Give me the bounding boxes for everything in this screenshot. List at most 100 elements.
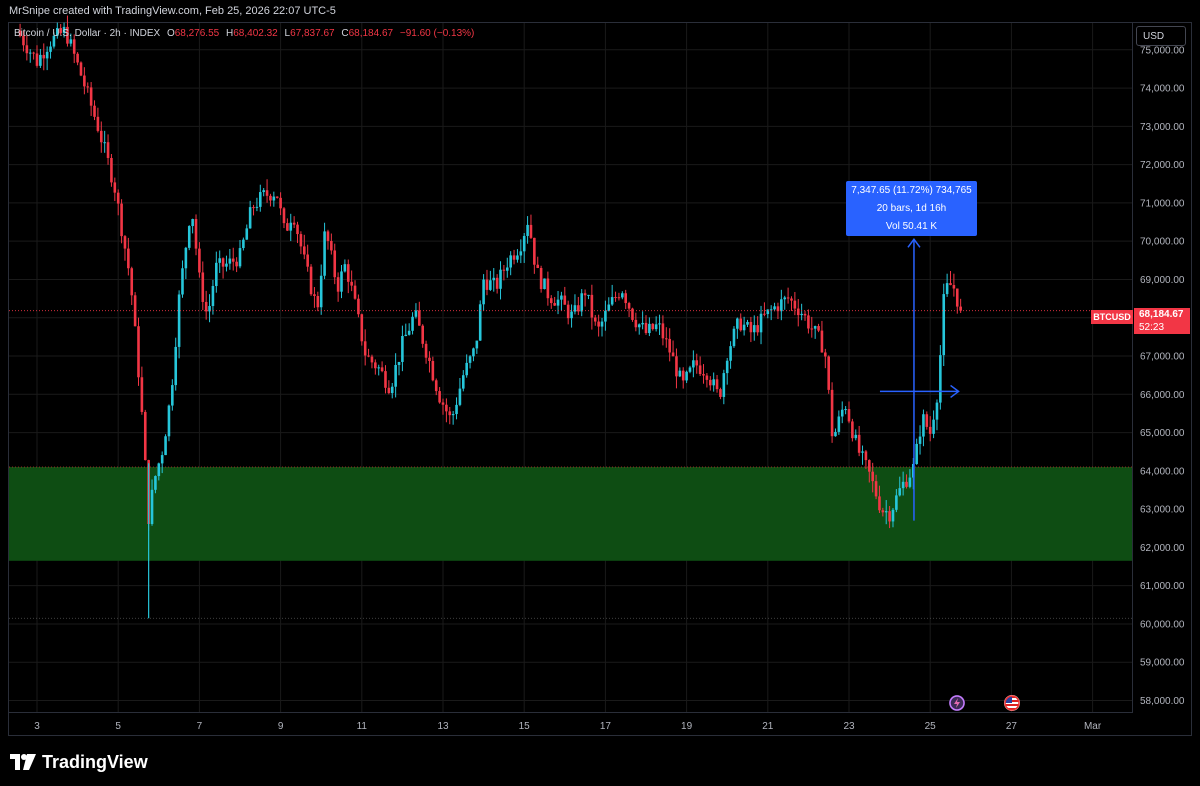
measure-line-1: 7,347.65 (11.72%) 734,765 [851, 185, 972, 196]
candle-body-123 [434, 380, 438, 392]
candle-body-121 [428, 357, 431, 361]
candle-body-23 [96, 116, 100, 131]
candle-body-273 [942, 294, 946, 356]
footer [0, 736, 1200, 786]
chart-frame[interactable] [8, 22, 1192, 736]
candle-body-101 [360, 314, 364, 342]
y-tick-label-5: 70,000.00 [1140, 237, 1185, 248]
measure-arrow-head-right [950, 384, 960, 399]
candle-body-4 [32, 52, 35, 54]
candle-body-210 [729, 346, 732, 361]
measure-arrow-head-up [907, 238, 921, 248]
candle-body-246 [851, 421, 854, 439]
y-tick-label-4: 71,000.00 [1140, 198, 1185, 209]
symbol-price-tag: BTCUSD [1091, 310, 1133, 324]
measure-line-3: Vol 50.41 K [885, 221, 938, 232]
candle-body-166 [580, 293, 584, 312]
y-tick-label-15: 60,000.00 [1140, 619, 1185, 630]
candle-body-131 [462, 375, 465, 389]
candle-body-232 [803, 313, 807, 316]
ohlc-legend: Bitcoin / U.S. Dollar · 2h · INDEX O68,2… [14, 28, 474, 39]
high-value: 68,402.32 [233, 28, 278, 39]
candle-body-69 [252, 207, 255, 209]
candle-body-53 [198, 248, 201, 273]
candle-body-243 [840, 409, 844, 417]
candle-body-185 [644, 322, 648, 334]
candle-body-82 [296, 224, 299, 235]
candle-body-91 [326, 231, 330, 241]
candle-body-258 [891, 509, 895, 522]
x-tick-label-8: 19 [681, 721, 693, 732]
candle-body-52 [194, 219, 198, 249]
y-tick-label-14: 61,000.00 [1140, 581, 1185, 592]
candle-body-188 [654, 324, 658, 330]
candle-body-259 [895, 495, 898, 510]
candle-body-278 [959, 306, 962, 311]
measure-label[interactable]: 7,347.65 (11.72%) 734,765 20 bars, 1d 16… [846, 181, 977, 236]
candle-body-256 [884, 511, 888, 513]
candle-body-86 [309, 266, 313, 295]
candle-body-267 [922, 414, 925, 437]
x-tick-label-7: 17 [600, 721, 612, 732]
candle-body-173 [604, 310, 607, 322]
candle-body-95 [340, 271, 343, 292]
candle-body-133 [468, 356, 472, 363]
candle-body-234 [810, 328, 814, 330]
candle-body-182 [634, 319, 638, 328]
y-tick-label-11: 64,000.00 [1140, 466, 1185, 477]
candle-body-242 [837, 416, 841, 432]
candle-body-153 [536, 264, 540, 269]
us-flag-event-icon[interactable] [1004, 695, 1020, 711]
candle-body-197 [685, 371, 688, 381]
tradingview-logo-icon [10, 754, 36, 770]
y-tick-label-3: 72,000.00 [1140, 160, 1185, 171]
candle-body-168 [587, 294, 590, 296]
candle-body-252 [871, 471, 874, 482]
x-tick-label-13: Mar [1084, 721, 1102, 732]
candle-body-88 [316, 296, 320, 308]
candle-body-64 [235, 261, 238, 267]
attribution-bar: MrSnipe created with TradingView.com, Fe… [0, 0, 1200, 22]
candle-body-8 [45, 51, 49, 59]
candle-body-169 [590, 294, 594, 318]
candle-body-165 [577, 305, 580, 312]
candle-body-72 [262, 190, 265, 193]
candle-body-152 [533, 237, 536, 265]
candle-body-80 [289, 222, 293, 231]
currency-button[interactable]: USD [1136, 26, 1186, 46]
candle-body-18 [79, 62, 83, 76]
candle-body-127 [448, 411, 452, 416]
candle-body-202 [702, 374, 705, 376]
candle-body-220 [763, 313, 766, 315]
candle-body-207 [719, 389, 722, 397]
candle-body-148 [519, 251, 523, 256]
candle-body-55 [204, 301, 208, 312]
candle-body-262 [905, 481, 908, 487]
open-value: 68,276.55 [174, 28, 220, 39]
candle-body-240 [830, 389, 834, 437]
flash-event-icon[interactable] [949, 695, 965, 711]
candle-body-212 [736, 318, 739, 329]
candle-body-176 [614, 297, 617, 299]
chart-grid [9, 23, 1132, 712]
candle-body-87 [313, 294, 316, 297]
candle-body-213 [739, 318, 743, 331]
open-label: O [166, 28, 175, 39]
candle-body-149 [522, 235, 526, 252]
candle-body-22 [93, 105, 96, 117]
candle-body-105 [374, 362, 377, 369]
tradingview-logo[interactable]: TradingView [10, 752, 148, 772]
symbol-title[interactable]: Bitcoin / U.S. Dollar · 2h · INDEX [14, 28, 161, 39]
low-value: 67,837.67 [290, 28, 335, 39]
candle-body-235 [813, 326, 817, 329]
candle-body-248 [857, 434, 861, 453]
y-tick-label-6: 69,000.00 [1140, 275, 1185, 286]
candle-body-276 [952, 285, 956, 289]
candle-body-135 [475, 340, 479, 349]
support-zone-rect [9, 467, 1132, 561]
candle-body-109 [387, 387, 391, 394]
y-tick-label-17: 58,000.00 [1140, 696, 1185, 707]
candle-body-227 [786, 297, 790, 299]
candle-body-26 [106, 142, 110, 158]
